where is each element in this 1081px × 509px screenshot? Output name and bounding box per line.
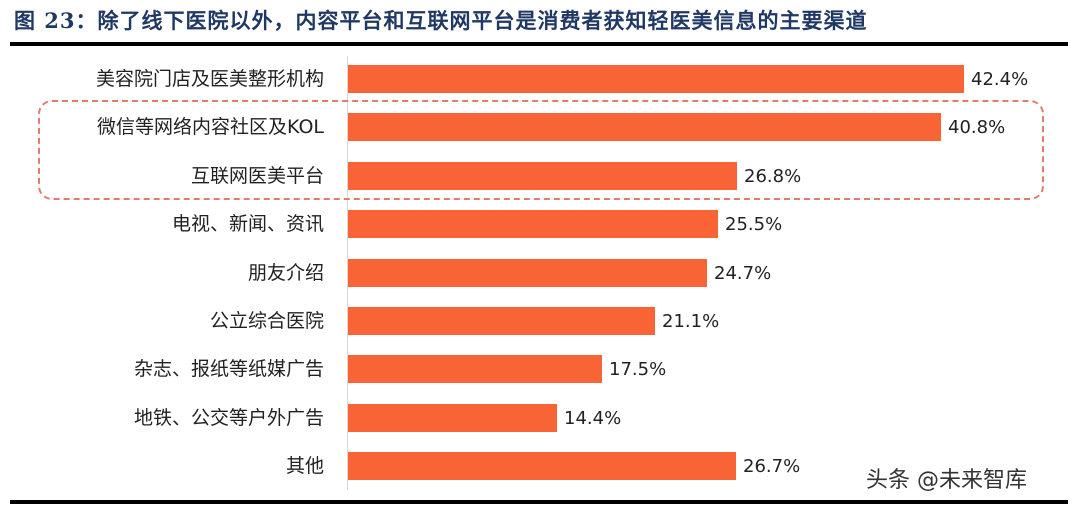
y-axis-line — [347, 56, 348, 490]
value-label: 26.8% — [744, 165, 802, 187]
bar — [348, 355, 602, 384]
bar — [348, 258, 707, 287]
category-label: 地铁、公交等户外广告 — [133, 406, 324, 429]
category-label: 电视、新闻、资讯 — [171, 213, 324, 236]
bar-row: 电视、新闻、资讯 25.5% — [0, 209, 1081, 239]
bar — [348, 65, 964, 93]
bar-row: 公立综合医院 21.1% — [0, 306, 1081, 336]
bar — [348, 210, 718, 239]
category-label: 微信等网络内容社区及KOL — [97, 116, 324, 139]
category-label: 美容院门店及医美整形机构 — [95, 68, 324, 90]
value-label: 24.7% — [714, 262, 772, 284]
category-label: 朋友介绍 — [247, 261, 324, 284]
bar-row: 其他 26.7% — [0, 451, 1081, 481]
bar-row: 杂志、报纸等纸媒广告 17.5% — [0, 354, 1081, 384]
bar — [348, 403, 557, 432]
bar-row: 美容院门店及医美整形机构 42.4% — [0, 64, 1081, 94]
category-label: 公立综合医院 — [209, 310, 324, 332]
top-rule — [10, 42, 1068, 46]
bar-row: 地铁、公交等户外广告 14.4% — [0, 403, 1081, 433]
highlight-box — [38, 100, 1044, 200]
value-label: 25.5% — [725, 214, 783, 236]
value-label: 42.4% — [971, 69, 1029, 90]
figure-title: 图 23：除了线下医院以外，内容平台和互联网平台是消费者获知轻医美信息的主要渠道 — [14, 8, 868, 33]
bar — [348, 452, 736, 481]
watermark: 头条 @未来智库 — [866, 468, 1027, 493]
value-label: 40.8% — [948, 117, 1006, 139]
bar — [348, 113, 941, 142]
bar-row: 朋友介绍 24.7% — [0, 258, 1081, 288]
value-label: 17.5% — [609, 359, 667, 381]
bar — [348, 307, 655, 335]
category-label: 互联网医美平台 — [190, 164, 324, 187]
category-label: 杂志、报纸等纸媒广告 — [133, 358, 324, 381]
bottom-rule — [10, 500, 1068, 504]
bar-row: 微信等网络内容社区及KOL 40.8% — [0, 112, 1081, 142]
bar-row: 互联网医美平台 26.8% — [0, 161, 1081, 191]
category-label: 其他 — [285, 455, 324, 478]
value-label: 21.1% — [662, 311, 720, 332]
value-label: 14.4% — [564, 407, 622, 429]
bar — [348, 161, 737, 190]
value-label: 26.7% — [743, 456, 801, 478]
